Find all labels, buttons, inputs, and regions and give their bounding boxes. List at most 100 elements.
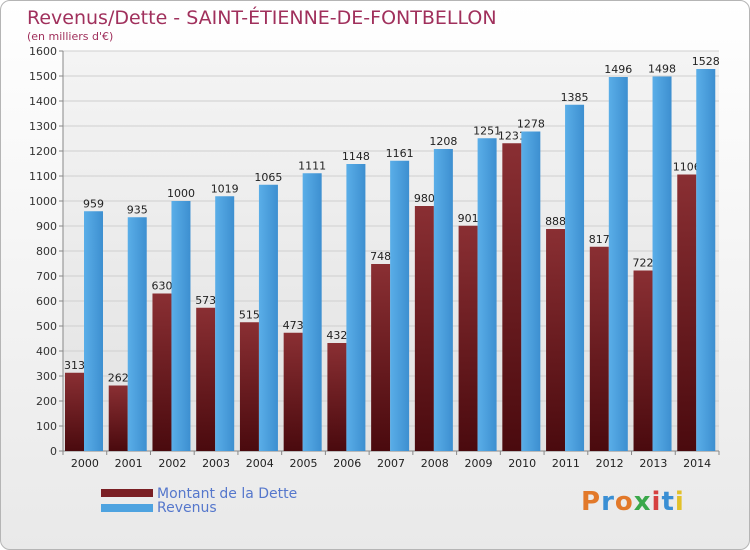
data-label: 515 — [239, 308, 260, 321]
data-label: 1278 — [517, 118, 545, 131]
bar-debt — [589, 246, 609, 451]
bar-revenus — [346, 164, 366, 451]
y-tick-label: 300 — [36, 370, 57, 383]
data-label: 473 — [283, 319, 304, 332]
y-tick-label: 700 — [36, 270, 57, 283]
y-tick-label: 0 — [50, 445, 57, 458]
x-tick-label: 2000 — [71, 457, 99, 470]
legend-label-revenus: Revenus — [157, 500, 217, 516]
bar-revenus — [521, 131, 541, 451]
x-tick-label: 2006 — [333, 457, 361, 470]
logo-letter: o — [614, 487, 634, 517]
bar-revenus — [215, 196, 235, 451]
y-tick-label: 1300 — [29, 120, 57, 133]
y-tick-label: 400 — [36, 345, 57, 358]
bar-debt — [371, 264, 391, 451]
x-tick-label: 2001 — [115, 457, 143, 470]
y-tick-label: 1200 — [29, 145, 57, 158]
y-tick-label: 100 — [36, 420, 57, 433]
bar-debt — [502, 143, 522, 451]
logo-letter: P — [581, 487, 602, 517]
bar-debt — [414, 206, 434, 451]
data-label: 1000 — [167, 187, 195, 200]
bar-debt — [546, 229, 566, 451]
bar-debt — [283, 332, 303, 451]
data-label: 1498 — [648, 63, 676, 76]
data-label: 313 — [64, 359, 85, 372]
bar-debt — [677, 174, 697, 451]
x-tick-label: 2009 — [464, 457, 492, 470]
y-tick-label: 600 — [36, 295, 57, 308]
bar-revenus — [477, 138, 497, 451]
data-label: 1208 — [429, 135, 457, 148]
bar-revenus — [433, 149, 453, 451]
data-label: 432 — [326, 329, 347, 342]
bar-revenus — [171, 201, 191, 451]
logo-letter: i — [674, 487, 685, 517]
data-label: 1111 — [298, 159, 326, 172]
data-label: 1019 — [211, 182, 239, 195]
y-tick-label: 800 — [36, 245, 57, 258]
data-label: 1065 — [254, 171, 282, 184]
logo-letter: t — [661, 487, 675, 517]
legend-swatch-revenus — [101, 504, 153, 512]
bar-revenus — [127, 217, 147, 451]
bar-revenus — [390, 160, 410, 451]
legend-swatch-debt — [101, 489, 153, 497]
y-tick-label: 1400 — [29, 95, 57, 108]
x-tick-label: 2012 — [596, 457, 624, 470]
bar-revenus — [696, 69, 716, 451]
x-tick-label: 2013 — [639, 457, 667, 470]
x-tick-label: 2011 — [552, 457, 580, 470]
bar-revenus — [84, 211, 103, 451]
bar-revenus — [258, 184, 278, 451]
logo-letter: r — [601, 487, 615, 517]
y-tick-label: 900 — [36, 220, 57, 233]
data-label: 888 — [545, 215, 566, 228]
bar-revenus — [302, 173, 322, 451]
chart-title: Revenus/Dette - SAINT-ÉTIENNE-DE-FONTBEL… — [27, 7, 497, 29]
data-label: 1528 — [692, 55, 720, 68]
y-tick-label: 1600 — [29, 45, 57, 58]
bar-debt — [108, 385, 128, 451]
x-tick-label: 2008 — [421, 457, 449, 470]
data-label: 817 — [589, 233, 610, 246]
data-label: 980 — [414, 192, 435, 205]
logo-letter: x — [633, 487, 652, 517]
x-tick-label: 2010 — [508, 457, 536, 470]
chart-subtitle: (en milliers d'€) — [27, 30, 114, 43]
bar-debt — [633, 270, 653, 451]
x-tick-label: 2014 — [683, 457, 711, 470]
logo-letter: i — [651, 487, 662, 517]
data-label: 959 — [83, 197, 104, 210]
bar-debt — [65, 372, 84, 451]
data-label: 748 — [370, 250, 391, 263]
x-tick-label: 2007 — [377, 457, 405, 470]
data-label: 630 — [151, 280, 172, 293]
bar-revenus — [608, 77, 628, 451]
data-label: 1148 — [342, 150, 370, 163]
bar-revenus — [652, 76, 672, 451]
bar-debt — [152, 293, 172, 451]
data-label: 1496 — [604, 63, 632, 76]
bar-debt — [327, 343, 347, 451]
bar-revenus — [565, 104, 585, 451]
data-label: 1251 — [473, 124, 501, 137]
data-label: 722 — [633, 257, 654, 270]
y-tick-label: 500 — [36, 320, 57, 333]
y-tick-label: 200 — [36, 395, 57, 408]
x-tick-label: 2005 — [290, 457, 318, 470]
bar-debt — [458, 225, 478, 451]
bar-debt — [196, 307, 216, 451]
data-label: 1106 — [673, 161, 701, 174]
y-tick-label: 1000 — [29, 195, 57, 208]
proxiti-logo: Proxiti — [581, 487, 685, 517]
data-label: 1231 — [498, 129, 526, 142]
legend-label-debt: Montant de la Dette — [157, 486, 298, 502]
x-tick-label: 2003 — [202, 457, 230, 470]
data-label: 262 — [108, 372, 129, 385]
data-label: 573 — [195, 294, 216, 307]
data-label: 901 — [458, 212, 479, 225]
